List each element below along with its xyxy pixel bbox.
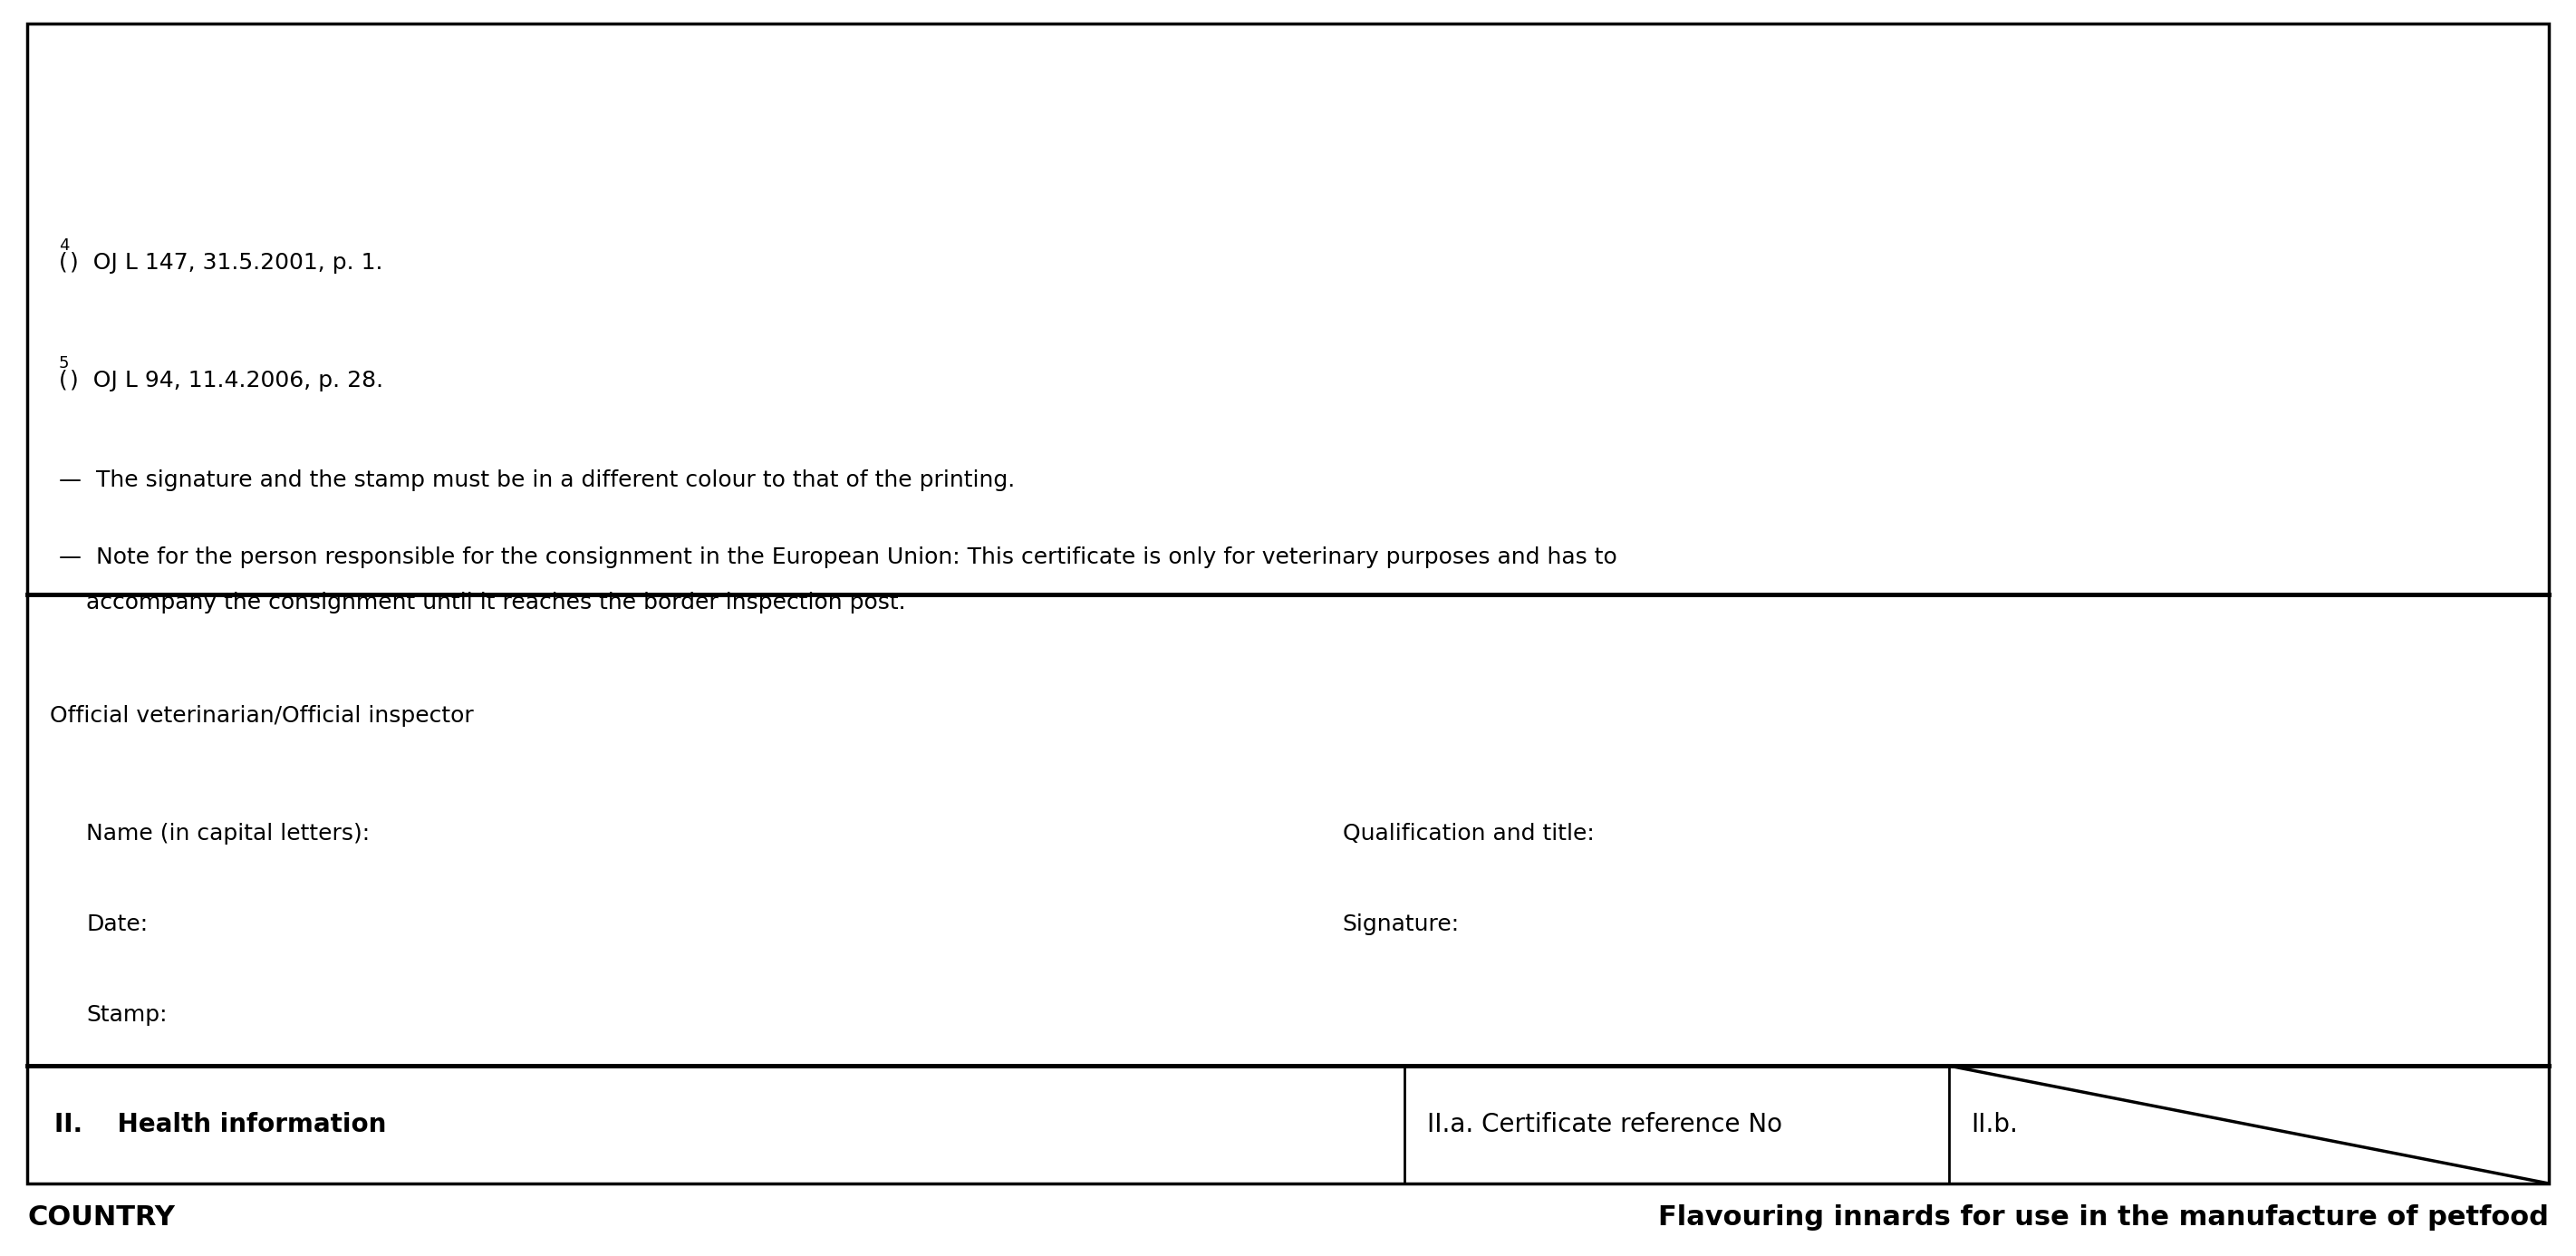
Text: II.    Health information: II. Health information bbox=[54, 1112, 386, 1137]
Text: (: ( bbox=[59, 369, 67, 392]
Text: II.a. Certificate reference No: II.a. Certificate reference No bbox=[1427, 1112, 1783, 1137]
Text: COUNTRY: COUNTRY bbox=[28, 1205, 175, 1231]
Text: II.b.: II.b. bbox=[1971, 1112, 2020, 1137]
Text: Stamp:: Stamp: bbox=[85, 1004, 167, 1026]
Text: Official veterinarian/Official inspector: Official veterinarian/Official inspector bbox=[49, 705, 474, 727]
Text: accompany the consignment until it reaches the border inspection post.: accompany the consignment until it reach… bbox=[85, 592, 907, 613]
Text: Date:: Date: bbox=[85, 913, 147, 936]
Text: —  Note for the person responsible for the consignment in the European Union: Th: — Note for the person responsible for th… bbox=[59, 546, 1618, 568]
Text: Flavouring innards for use in the manufacture of petfood: Flavouring innards for use in the manufa… bbox=[1659, 1205, 2548, 1231]
Text: Qualification and title:: Qualification and title: bbox=[1342, 823, 1595, 844]
Text: )  OJ L 94, 11.4.2006, p. 28.: ) OJ L 94, 11.4.2006, p. 28. bbox=[70, 369, 384, 392]
Text: 4: 4 bbox=[59, 237, 70, 254]
Text: )  OJ L 147, 31.5.2001, p. 1.: ) OJ L 147, 31.5.2001, p. 1. bbox=[70, 252, 384, 274]
Text: 5: 5 bbox=[59, 355, 70, 372]
Text: Name (in capital letters):: Name (in capital letters): bbox=[85, 823, 371, 844]
Text: Signature:: Signature: bbox=[1342, 913, 1461, 936]
Text: (: ( bbox=[59, 252, 67, 274]
Text: —  The signature and the stamp must be in a different colour to that of the prin: — The signature and the stamp must be in… bbox=[59, 470, 1015, 491]
